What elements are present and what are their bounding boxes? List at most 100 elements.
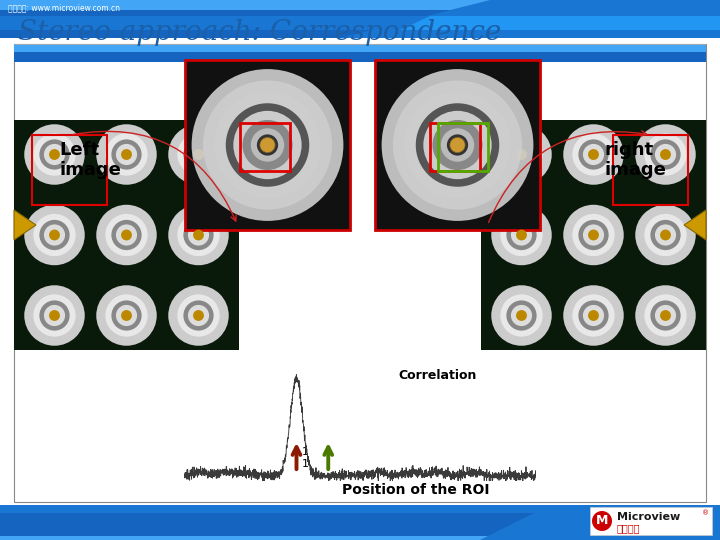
Circle shape xyxy=(40,139,70,170)
Text: Microview: Microview xyxy=(617,512,680,522)
Circle shape xyxy=(563,124,624,185)
Text: Correlation: Correlation xyxy=(398,369,477,382)
Circle shape xyxy=(563,205,624,265)
Circle shape xyxy=(33,133,76,176)
Polygon shape xyxy=(684,210,706,240)
Circle shape xyxy=(112,139,142,170)
Circle shape xyxy=(655,305,676,326)
Circle shape xyxy=(511,305,532,326)
Text: ®: ® xyxy=(703,510,710,516)
Circle shape xyxy=(105,133,148,176)
Circle shape xyxy=(243,120,292,170)
Circle shape xyxy=(660,310,671,321)
Circle shape xyxy=(33,214,76,256)
Polygon shape xyxy=(14,210,36,240)
Text: 1: 1 xyxy=(302,459,308,469)
Circle shape xyxy=(233,111,302,179)
Circle shape xyxy=(49,310,60,321)
Circle shape xyxy=(168,124,229,185)
Circle shape xyxy=(578,139,608,170)
Circle shape xyxy=(578,300,608,330)
Circle shape xyxy=(583,225,604,246)
Circle shape xyxy=(121,149,132,160)
Bar xyxy=(613,135,688,205)
Circle shape xyxy=(177,133,220,176)
Circle shape xyxy=(635,205,696,265)
Circle shape xyxy=(112,300,142,330)
Circle shape xyxy=(24,124,85,185)
Circle shape xyxy=(105,294,148,336)
Circle shape xyxy=(491,124,552,185)
Circle shape xyxy=(447,134,468,156)
Bar xyxy=(375,60,540,230)
Circle shape xyxy=(415,103,499,187)
Circle shape xyxy=(655,144,676,165)
Circle shape xyxy=(188,225,209,246)
Circle shape xyxy=(44,305,65,326)
Polygon shape xyxy=(480,505,720,540)
Text: 官方网站: www.microview.com.cn: 官方网站: www.microview.com.cn xyxy=(8,3,120,12)
Circle shape xyxy=(660,149,671,160)
Bar xyxy=(185,60,350,230)
Circle shape xyxy=(644,214,687,256)
Circle shape xyxy=(583,144,604,165)
Circle shape xyxy=(500,294,543,336)
Bar xyxy=(14,44,706,502)
Circle shape xyxy=(500,133,543,176)
Text: M: M xyxy=(596,515,608,528)
Bar xyxy=(0,0,720,38)
Circle shape xyxy=(572,294,615,336)
Circle shape xyxy=(49,149,60,160)
Circle shape xyxy=(655,225,676,246)
Bar xyxy=(430,123,480,171)
Circle shape xyxy=(423,111,492,179)
Circle shape xyxy=(33,294,76,336)
Circle shape xyxy=(491,285,552,346)
Circle shape xyxy=(24,205,85,265)
Circle shape xyxy=(168,285,229,346)
Circle shape xyxy=(583,305,604,326)
Text: Stereo approach: Correspondence: Stereo approach: Correspondence xyxy=(18,19,501,46)
Circle shape xyxy=(433,120,482,170)
Circle shape xyxy=(660,230,671,240)
Circle shape xyxy=(644,133,687,176)
Circle shape xyxy=(96,124,157,185)
Circle shape xyxy=(184,220,214,250)
Circle shape xyxy=(193,230,204,240)
Circle shape xyxy=(650,139,680,170)
Circle shape xyxy=(177,214,220,256)
Circle shape xyxy=(184,300,214,330)
Circle shape xyxy=(592,511,612,531)
Circle shape xyxy=(24,285,85,346)
Circle shape xyxy=(188,305,209,326)
Circle shape xyxy=(40,220,70,250)
Circle shape xyxy=(491,205,552,265)
Circle shape xyxy=(188,144,209,165)
Text: Position of the ROI: Position of the ROI xyxy=(343,483,490,497)
Circle shape xyxy=(203,80,332,210)
Circle shape xyxy=(405,92,510,198)
Circle shape xyxy=(121,230,132,240)
Circle shape xyxy=(588,149,599,160)
Circle shape xyxy=(112,220,142,250)
Circle shape xyxy=(393,80,522,210)
Circle shape xyxy=(382,69,534,221)
Circle shape xyxy=(184,139,214,170)
Circle shape xyxy=(650,300,680,330)
Circle shape xyxy=(251,129,284,161)
Circle shape xyxy=(506,139,536,170)
Circle shape xyxy=(506,300,536,330)
Bar xyxy=(14,120,239,350)
Circle shape xyxy=(49,230,60,240)
Circle shape xyxy=(177,294,220,336)
Circle shape xyxy=(635,124,696,185)
Circle shape xyxy=(116,144,137,165)
Circle shape xyxy=(511,144,532,165)
Circle shape xyxy=(650,220,680,250)
Circle shape xyxy=(226,103,310,187)
Circle shape xyxy=(215,92,320,198)
Circle shape xyxy=(578,220,608,250)
Circle shape xyxy=(516,230,527,240)
Circle shape xyxy=(563,285,624,346)
Circle shape xyxy=(441,129,474,161)
